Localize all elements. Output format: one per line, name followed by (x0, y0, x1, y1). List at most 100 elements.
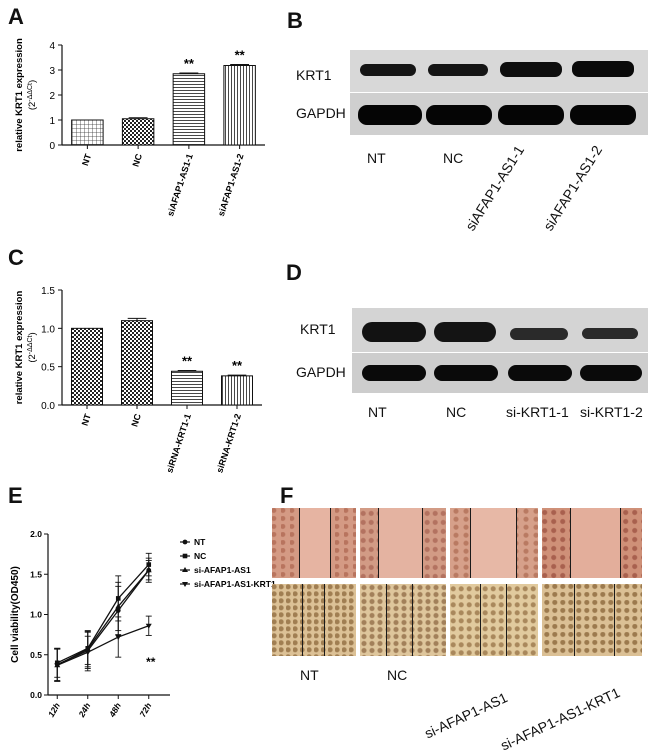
y-axis-label: Cell viability(OD450) (10, 566, 21, 663)
band (498, 105, 564, 125)
wound-image-sikrt1-0h (542, 508, 642, 578)
y-tick-label: 0.5 (41, 363, 55, 374)
blot-b-lane-nc: NC (443, 150, 464, 166)
band (508, 365, 572, 381)
wound-edge-line (378, 508, 379, 578)
panel-label-c: C (8, 245, 24, 270)
blot-b-row-gapdh: GAPDH (296, 105, 346, 121)
panel-label-e: E (8, 483, 23, 508)
blot-b-row-krt1: KRT1 (296, 67, 332, 83)
panel-label-b: B (287, 8, 303, 33)
bar (172, 73, 206, 146)
panel-label-f: F (280, 483, 294, 508)
y-tick-label: 1 (49, 116, 55, 127)
data-point (84, 650, 91, 656)
wound-image-nc-48h (360, 584, 446, 656)
wound-image-nt-48h (272, 584, 356, 656)
wound-edge-line (470, 508, 471, 578)
blot-d-lane-si2: si-KRT1-2 (580, 404, 643, 420)
legend-label: si-AFAP1-AS1-KRT1 (194, 579, 276, 589)
blot-b-lane-nt: NT (367, 150, 386, 166)
blot-d-row-krt1: KRT1 (300, 321, 336, 337)
legend-label: NT (194, 537, 206, 547)
x-tick-label: siAFAP1-AS1-1 (165, 153, 195, 218)
y-tick-label: 0.5 (30, 650, 42, 660)
panel-label-d: D (286, 260, 302, 285)
band (360, 64, 416, 76)
y-tick-label: 2.0 (30, 529, 42, 539)
band (434, 365, 498, 381)
legend-label: si-AFAP1-AS1 (194, 565, 251, 575)
wound-edge-line (330, 508, 331, 578)
band (434, 322, 496, 342)
wound-edge-line (412, 584, 413, 656)
y-tick-label: 0 (49, 141, 55, 152)
series-line (56, 625, 149, 666)
wound-lane-si: si-AFAP1-AS1 (422, 689, 510, 742)
wound-image-si-0h (450, 508, 538, 578)
x-tick-label: 12h (46, 701, 62, 719)
x-tick-label: 72h (137, 701, 153, 719)
legend-label: NC (194, 551, 206, 561)
legend-marker (182, 567, 188, 572)
x-tick-label: NC (129, 412, 143, 428)
band (500, 62, 562, 77)
band (428, 64, 488, 76)
wound-edge-line (480, 584, 481, 656)
bar (223, 65, 256, 146)
blot-d-gapdh-strip (352, 353, 648, 393)
band (426, 105, 492, 125)
blot-d-row-gapdh: GAPDH (296, 364, 346, 380)
blot-d-lane-nt: NT (368, 404, 387, 420)
series-line (56, 569, 150, 666)
wound-gap (378, 508, 422, 578)
wound-image-nt-0h (272, 508, 356, 578)
blot-d-lane-nc: NC (446, 404, 467, 420)
y-axis-label-formula: (2-ΔΔCt) (27, 332, 39, 362)
wound-edge-line (422, 508, 423, 578)
wound-image-sikrt1-48h (542, 584, 642, 656)
band (570, 105, 636, 125)
wound-gap (470, 508, 516, 578)
significance-label: ** (235, 48, 246, 63)
significance-label: ** (182, 354, 193, 369)
y-axis-label: relative KRT1 expression (14, 38, 25, 152)
wound-gap (300, 508, 330, 578)
wound-edge-line (574, 584, 575, 656)
x-tick-label: siRNA-KRT1-2 (214, 413, 243, 475)
blot-d-krt1-strip (352, 308, 648, 352)
wound-edge-line (620, 508, 621, 578)
x-tick-label: NT (80, 412, 93, 427)
legend-marker (182, 553, 188, 559)
data-point (115, 635, 122, 641)
series-line (56, 564, 150, 664)
wound-edge-line (516, 508, 517, 578)
blot-b-krt1-strip (350, 50, 648, 92)
wound-edge-line (614, 584, 615, 656)
blot-d-lane-si1: si-KRT1-1 (506, 404, 569, 420)
wound-edge-line (506, 584, 507, 656)
band (510, 328, 568, 340)
significance-label: ** (184, 56, 195, 71)
legend-marker (182, 582, 188, 587)
wound-edge-line (299, 508, 300, 578)
series-line (56, 569, 150, 666)
data-point (145, 567, 152, 573)
data-point (54, 663, 61, 669)
y-tick-label: 3 (49, 66, 55, 77)
y-tick-label: 0.0 (30, 690, 42, 700)
data-point (115, 603, 122, 609)
bar (171, 370, 203, 406)
blot-b-lane-si1: siAFAP1-AS1-1 (462, 142, 528, 234)
wound-image-si-48h (450, 584, 538, 656)
band (362, 365, 426, 381)
y-tick-label: 1.0 (30, 610, 42, 620)
y-axis-label-formula: (2-ΔΔCt) (27, 80, 39, 110)
y-tick-label: 1.5 (41, 286, 55, 297)
data-point (145, 623, 152, 629)
wound-lane-sikrt1: si-AFAP1-AS1-KRT1 (498, 684, 623, 754)
bar (71, 119, 104, 146)
significance-label: ** (146, 655, 156, 669)
x-tick-label: siAFAP1-AS1-2 (216, 153, 246, 218)
y-axis-label: relative KRT1 expression (14, 291, 25, 405)
